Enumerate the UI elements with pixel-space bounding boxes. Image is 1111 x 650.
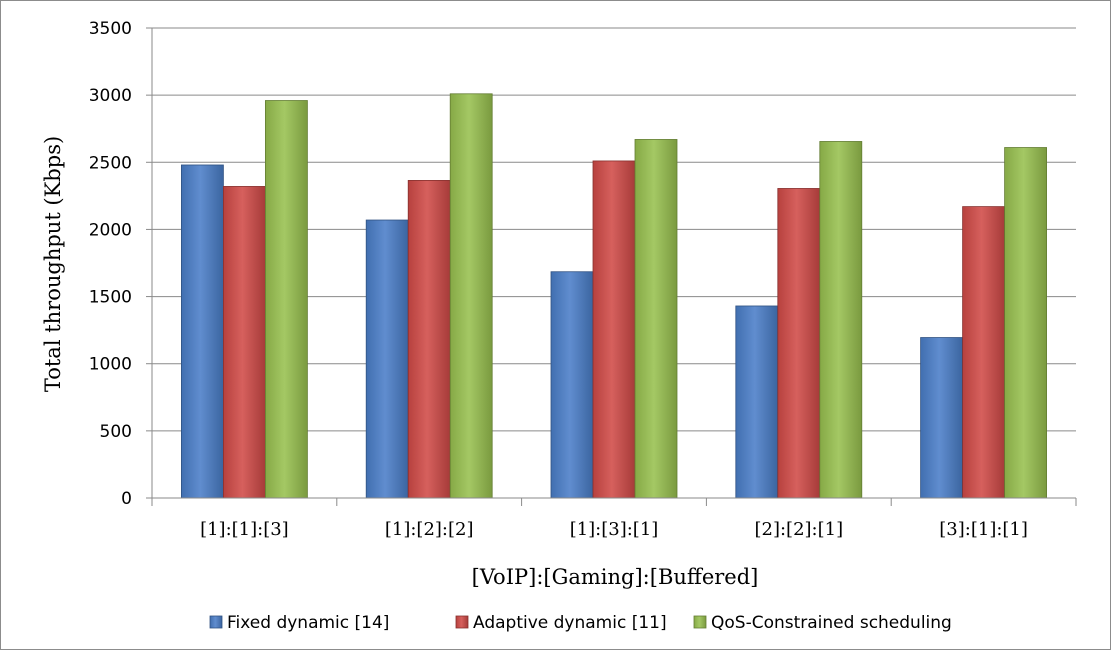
- bar: [550, 271, 594, 499]
- x-tick-label: [3]:[1]:[1]: [939, 519, 1028, 540]
- y-tick-label: 2000: [89, 220, 132, 240]
- legend-swatch: [455, 615, 469, 629]
- legend-label: Adaptive dynamic [11]: [473, 613, 667, 633]
- y-tick-label: 2500: [89, 153, 132, 173]
- bar: [819, 141, 863, 499]
- legend-label: Fixed dynamic [14]: [227, 613, 389, 633]
- bar: [920, 337, 963, 499]
- bar: [264, 100, 308, 499]
- y-axis-title: Total throughput (Kbps): [41, 136, 65, 392]
- axes: 0 500 1000 1500 2000 2500 3000 3500 [1]:[1]:[3] […: [89, 19, 1077, 540]
- bar: [180, 164, 224, 499]
- y-tick-label: 3000: [89, 86, 132, 106]
- y-tick-label: 500: [100, 422, 132, 442]
- legend-swatch: [693, 615, 707, 629]
- x-axis-title: [VoIP]:[Gaming]:[Buffered]: [472, 565, 759, 589]
- y-tick-label: 1000: [89, 355, 132, 375]
- x-tick-label: [1]:[2]:[2]: [385, 519, 474, 540]
- bar: [592, 160, 636, 499]
- legend: Fixed dynamic [14] Adaptive dynamic [11] Q…: [209, 613, 952, 633]
- bar: [777, 188, 821, 499]
- y-tick-label: 3500: [89, 19, 132, 39]
- x-tick-label: [1]:[3]:[1]: [570, 519, 659, 540]
- bar: [449, 93, 493, 499]
- bar: [222, 186, 266, 499]
- x-tick-label: [2]:[2]:[1]: [754, 519, 843, 540]
- bar: [365, 219, 409, 499]
- y-tick-label: 1500: [89, 288, 132, 308]
- legend-label: QoS-Constrained scheduling: [711, 613, 952, 633]
- bar: [407, 180, 451, 499]
- bars: [180, 93, 1047, 499]
- y-tick-label: 0: [121, 489, 132, 509]
- bar: [1004, 147, 1047, 499]
- x-tick-label: [1]:[1]:[3]: [200, 519, 289, 540]
- bar: [634, 139, 678, 499]
- bar: [735, 305, 779, 499]
- legend-swatch: [209, 615, 223, 629]
- bar: [962, 206, 1005, 499]
